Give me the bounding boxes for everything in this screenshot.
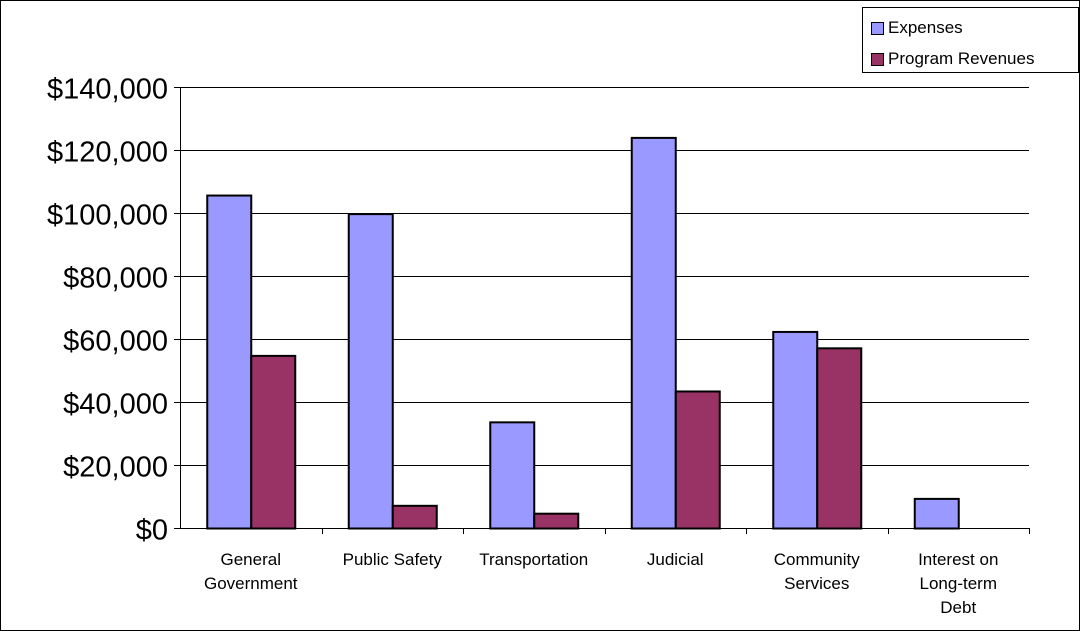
y-tick-label: $20,000 (63, 452, 168, 484)
y-tick-label: $80,000 (63, 263, 168, 295)
x-tick-label: Debt (940, 598, 976, 617)
x-tick-label: Services (784, 574, 849, 593)
x-tick-label: Transportation (479, 550, 588, 569)
bar-program-revenues (674, 390, 721, 530)
bar-program-revenues (250, 354, 297, 530)
legend-item-program-revenues: Program Revenues (871, 48, 1034, 70)
x-tick-label: Long-term (920, 574, 997, 593)
legend-swatch-program-revenues (871, 52, 884, 66)
x-tick-label: General (221, 550, 281, 569)
legend: Expenses Program Revenues (862, 7, 1079, 73)
bar-program-revenues (391, 504, 438, 530)
x-tick-label: Public Safety (343, 550, 443, 569)
y-tick-label: $120,000 (47, 137, 168, 169)
legend-label-expenses: Expenses (888, 18, 963, 37)
bar-expenses (206, 194, 253, 530)
x-tick-label: Community (774, 550, 860, 569)
bar-expenses (913, 497, 960, 530)
bar-program-revenues (816, 347, 863, 530)
y-tick-label: $40,000 (63, 389, 168, 421)
y-tick-label: $60,000 (63, 326, 168, 358)
bar-expenses (772, 330, 819, 530)
bar-expenses (489, 421, 536, 530)
y-tick-label: $140,000 (47, 74, 168, 106)
legend-swatch-expenses (871, 21, 884, 35)
legend-item-expenses: Expenses (871, 17, 963, 39)
y-tick-label: $100,000 (47, 200, 168, 232)
legend-label-program-revenues: Program Revenues (888, 49, 1035, 68)
x-tick-label: Judicial (647, 550, 704, 569)
x-tick-label: Interest on (918, 550, 998, 569)
bar-expenses (630, 136, 677, 530)
y-tick-label: $0 (136, 515, 168, 547)
bar-program-revenues (533, 512, 580, 530)
bar-expenses (347, 213, 394, 530)
x-tick-label: Government (204, 574, 298, 593)
